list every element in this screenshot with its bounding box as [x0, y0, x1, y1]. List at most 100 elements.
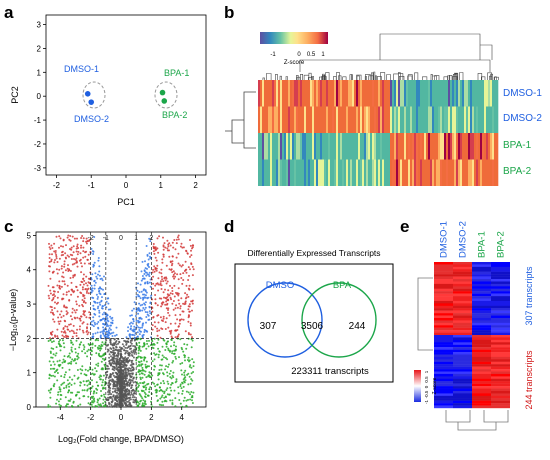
volcano-point: [79, 325, 81, 328]
volcano-point: [139, 382, 142, 384]
heatmap-cell: [491, 305, 510, 309]
volcano-point: [161, 358, 164, 361]
volcano-point: [82, 305, 84, 308]
heatmap-cell: [496, 106, 499, 133]
heatmap-cell: [491, 356, 510, 360]
heatmap-cell: [453, 405, 472, 409]
heatmap-cell: [266, 106, 269, 133]
volcano-point: [157, 289, 160, 292]
volcano-point: [168, 249, 170, 252]
heatmap-cell: [472, 356, 491, 360]
volcano-point: [107, 325, 110, 327]
volcano-point: [126, 347, 129, 349]
volcano-point: [179, 273, 182, 276]
volcano-point: [165, 389, 168, 391]
volcano-point: [126, 397, 129, 400]
volcano-point: [139, 370, 142, 373]
volcano-point: [119, 371, 122, 374]
volcano-point: [113, 369, 116, 372]
volcano-point: [96, 384, 99, 387]
volcano-point: [65, 306, 68, 309]
volcano-point: [65, 404, 68, 407]
hme-legend-tick: 0.5: [424, 376, 429, 383]
volcano-point: [95, 370, 98, 373]
volcano-point: [73, 382, 76, 385]
volcano-point: [72, 274, 75, 277]
volcano-point: [163, 382, 166, 385]
volcano-point: [91, 401, 93, 404]
heatmap-cell: [472, 393, 491, 397]
heatmap-cell: [260, 80, 263, 107]
volcano-point: [115, 346, 118, 349]
volcano-point: [169, 370, 172, 372]
heatmap-cell: [491, 266, 510, 270]
volcano-point: [112, 357, 115, 360]
heatmap-cell: [446, 80, 449, 107]
pca-point: [84, 91, 91, 97]
volcano-point: [114, 371, 117, 374]
volcano-point: [87, 343, 90, 345]
volcano-point: [52, 313, 55, 316]
heatmap-cell: [453, 373, 472, 377]
heatmap-cell: [494, 80, 497, 107]
volcano-point: [58, 386, 61, 389]
volcano-point: [52, 298, 55, 301]
pca-x-tick-label: 0: [124, 181, 129, 190]
volcano-point: [106, 314, 109, 317]
volcano-point: [48, 377, 51, 380]
hme-row-group-307: 307 transcripts: [524, 266, 534, 326]
volcano-point: [131, 322, 134, 325]
heatmap-cell: [460, 159, 463, 186]
heatmap-cell: [330, 133, 333, 160]
heatmap-cell: [453, 313, 472, 316]
heatmap-cell: [330, 106, 333, 133]
volcano-point: [67, 290, 70, 293]
heatmap-cell: [398, 106, 401, 133]
heatmap-cell: [434, 291, 453, 294]
volcano-point: [60, 254, 63, 257]
volcano-point: [48, 373, 51, 376]
heatmap-cell: [472, 262, 491, 265]
volcano-point: [143, 277, 146, 280]
volcano-point: [48, 265, 50, 268]
heatmap-cell: [453, 395, 472, 399]
heatmap-cell: [446, 159, 449, 186]
volcano-point: [53, 320, 56, 323]
heatmap-cell: [416, 133, 419, 160]
volcano-point: [100, 384, 103, 387]
volcano-point: [49, 391, 52, 394]
hmb-legend-bar: [260, 32, 328, 44]
heatmap-cell: [402, 159, 405, 186]
heatmap-cell: [448, 80, 451, 107]
volcano-point: [130, 369, 133, 372]
volcano-point: [119, 365, 122, 368]
volcano-point: [177, 262, 180, 265]
volcano-point: [164, 396, 167, 399]
volcano-point: [108, 375, 111, 378]
volcano-point: [61, 334, 64, 337]
heatmap-cell: [274, 80, 277, 107]
heatmap-cell: [412, 133, 415, 160]
volcano-point: [55, 257, 58, 260]
volcano-point: [116, 358, 119, 361]
volcano-point: [96, 277, 99, 280]
volcano-point: [111, 359, 114, 362]
volcano-point: [138, 363, 140, 366]
heatmap-cell: [453, 378, 472, 382]
volcano-point: [182, 350, 185, 353]
volcano-point: [186, 293, 189, 296]
volcano-point: [183, 303, 186, 306]
heatmap-cell: [408, 80, 411, 107]
volcano-point: [112, 387, 114, 390]
heatmap-cell: [302, 159, 305, 186]
volcano-point: [65, 313, 68, 316]
volcano-point: [192, 365, 195, 368]
volcano-point: [67, 383, 70, 386]
volcano-point: [97, 259, 100, 262]
volcano-point: [188, 365, 191, 368]
volcano-point: [47, 284, 50, 287]
heatmap-cell: [466, 159, 469, 186]
volcano-point: [91, 379, 93, 382]
volcano-point: [86, 323, 89, 326]
